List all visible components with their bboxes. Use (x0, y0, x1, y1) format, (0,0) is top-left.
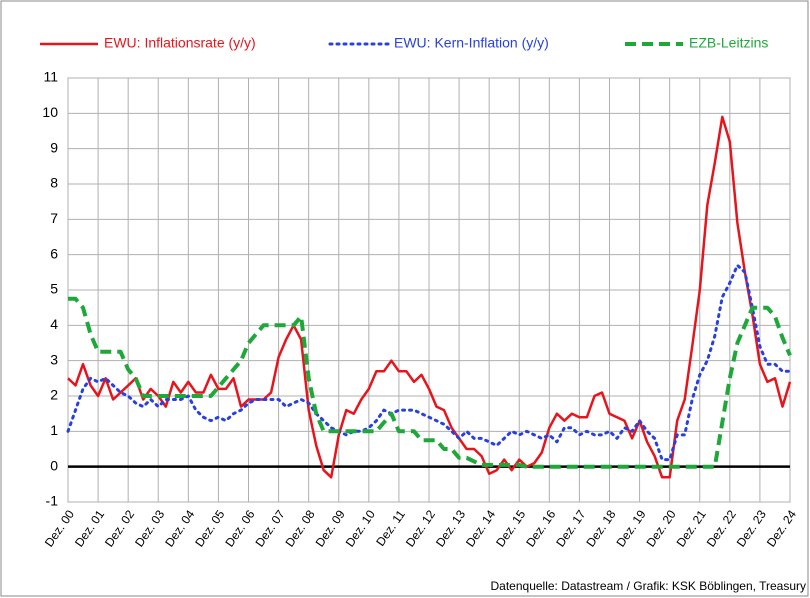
line-series (68, 296, 792, 469)
y-tick-label: 8 (50, 175, 58, 191)
legend-label: EWU: Inflationsrate (y/y) (104, 35, 256, 51)
line-series (66, 263, 792, 462)
y-tick-label: 6 (50, 245, 58, 261)
y-tick-label: -1 (46, 493, 59, 509)
y-tick-label: 5 (50, 281, 58, 297)
source-note: Datenquelle: Datastream / Grafik: KSK Bö… (491, 579, 807, 593)
y-tick-label: 1 (50, 422, 58, 438)
y-tick-label: 7 (50, 210, 58, 226)
legend-label: EWU: Kern-Inflation (y/y) (394, 35, 549, 51)
y-tick-label: 9 (50, 139, 58, 155)
line-series (67, 115, 792, 479)
y-tick-label: 10 (42, 104, 58, 120)
y-tick-label: 4 (50, 316, 58, 332)
legend-label: EZB-Leitzins (689, 35, 768, 51)
y-tick-label: 0 (50, 457, 58, 473)
y-tick-label: 3 (50, 351, 58, 367)
y-tick-label: 2 (50, 387, 58, 403)
y-tick-label: 11 (43, 69, 58, 85)
